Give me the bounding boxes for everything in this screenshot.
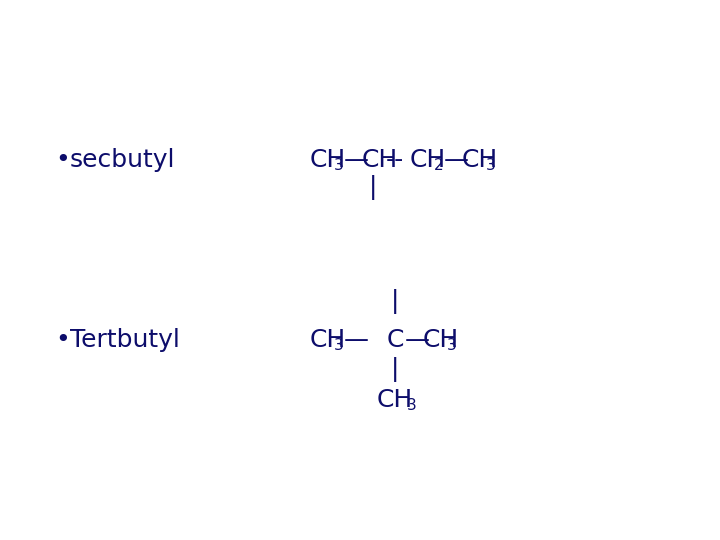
Text: CH: CH [310, 148, 346, 172]
Text: •: • [55, 328, 70, 352]
Text: —: — [344, 328, 369, 352]
Text: 3: 3 [407, 399, 417, 414]
Text: secbutyl: secbutyl [70, 148, 176, 172]
Text: --: -- [386, 148, 404, 172]
Text: 3: 3 [447, 339, 456, 354]
Text: |: | [391, 357, 399, 382]
Text: CH: CH [310, 328, 346, 352]
Text: CH: CH [377, 388, 413, 412]
Text: CH: CH [462, 148, 498, 172]
Text: •: • [55, 148, 70, 172]
Text: CH: CH [362, 148, 398, 172]
Text: 3: 3 [334, 159, 343, 173]
Text: C: C [387, 328, 404, 352]
Text: 3: 3 [334, 339, 343, 354]
Text: CH: CH [410, 148, 446, 172]
Text: |: | [391, 289, 399, 314]
Text: —: — [444, 148, 469, 172]
Text: —: — [344, 148, 369, 172]
Text: 2: 2 [434, 159, 444, 173]
Text: —: — [405, 328, 430, 352]
Text: Tertbutyl: Tertbutyl [70, 328, 180, 352]
Text: |: | [369, 176, 377, 200]
Text: 3: 3 [486, 159, 496, 173]
Text: CH: CH [423, 328, 459, 352]
